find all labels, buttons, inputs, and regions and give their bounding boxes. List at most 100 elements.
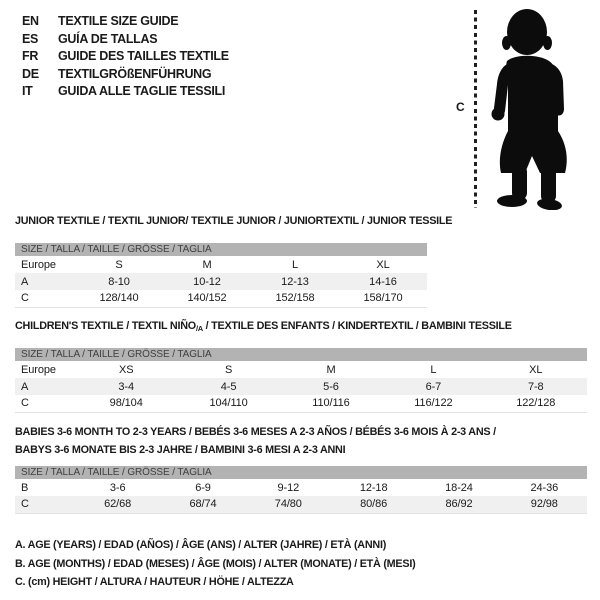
table-row: Europe S M L XL: [15, 256, 427, 273]
section-title-line: CHILDREN'S TEXTILE / TEXTIL NIÑO/A / TEX…: [15, 317, 587, 336]
table-cell: 14-16: [369, 275, 397, 288]
table-cell: 74/80: [274, 498, 302, 511]
language-header: EN TEXTILE SIZE GUIDE ES GUÍA DE TALLAS FR GU…: [22, 13, 229, 101]
table-cell: 12-13: [281, 275, 309, 288]
title-text: JUNIOR TEXTILE / TEXTIL JUNIOR/ TEXTILE …: [15, 215, 453, 227]
table-cell: 6-7: [425, 380, 442, 393]
table-cell: XL: [376, 258, 390, 271]
height-measure-dashed-line: [474, 10, 477, 208]
row-label: A: [21, 380, 29, 393]
title-subscript: /A: [195, 324, 203, 333]
table-cell: 5-6: [323, 380, 339, 393]
table-cell: 116/122: [414, 397, 453, 410]
row-label: C: [21, 292, 29, 305]
table-cell: 10-12: [193, 275, 221, 288]
table-cell: M: [202, 258, 212, 271]
table-cell: 98/104: [109, 397, 143, 410]
toddler-silhouette-image: [491, 9, 567, 210]
language-title: TEXTILGRÖßENFÜHRUNG: [58, 66, 212, 81]
table-cell: 86/92: [445, 498, 473, 511]
table-row: A 8-10 10-12 12-13 14-16: [15, 273, 427, 290]
table-cell: L: [291, 258, 299, 271]
table-cell: XL: [529, 363, 543, 376]
language-row-en: EN TEXTILE SIZE GUIDE: [22, 13, 229, 31]
table-cell: 80/86: [360, 498, 388, 511]
section-babies-textile: BABIES 3-6 MONTH TO 2-3 YEARS / BEBÉS 3-…: [15, 423, 587, 514]
title-text: BABIES 3-6 MONTH TO 2-3 YEARS / BEBÉS 3-…: [15, 426, 496, 438]
row-label: Europe: [21, 363, 56, 376]
section-title-junior: JUNIOR TEXTILE / TEXTIL JUNIOR/ TEXTILE …: [15, 212, 452, 230]
table-cell: 18-24: [445, 481, 473, 494]
title-text: CHILDREN'S TEXTILE / TEXTIL NIÑO: [15, 320, 196, 332]
language-title: TEXTILE SIZE GUIDE: [58, 14, 179, 28]
table-cell: S: [224, 363, 233, 376]
table-row: C 128/140 140/152 152/158 158/170: [15, 290, 427, 307]
section-title-children: CHILDREN'S TEXTILE / TEXTIL NIÑO/A / TEX…: [15, 317, 587, 336]
language-title: GUÍA DE TALLAS: [58, 31, 158, 46]
language-title: GUIDE DES TAILLES TEXTILE: [58, 49, 229, 64]
table-cell: 68/74: [189, 498, 217, 511]
table-cell: 128/140: [99, 292, 139, 305]
table-cell: 152/158: [275, 292, 315, 305]
table-cell: 7-8: [527, 380, 544, 393]
size-table-babies: B 3-6 6-9 9-12 12-18 18-24 24-36 C 62/68 68/74 74/…: [15, 479, 587, 514]
row-label: A: [21, 275, 29, 288]
row-label: C: [21, 397, 29, 410]
language-row-it: IT GUIDA ALLE TAGLIE TESSILI: [22, 83, 229, 101]
language-code: IT: [22, 84, 33, 99]
language-code: DE: [22, 66, 39, 81]
language-code: ES: [22, 31, 39, 46]
table-row: C 62/68 68/74 74/80 80/86 86/92 92/98: [15, 496, 587, 513]
table-cell: 12-18: [359, 481, 388, 494]
table-cell: 62/68: [104, 498, 132, 511]
toddler-head: [507, 9, 547, 55]
footnote-line: A. AGE (YEARS) / EDAD (AÑOS) / ÂGE (ANS)…: [15, 539, 387, 551]
footnote-line: C. (cm) HEIGHT / ALTURA / HAUTEUR / HÖHE…: [15, 576, 294, 589]
table-row: Europe XS S M L XL: [15, 361, 587, 378]
table-cell: 140/152: [187, 292, 227, 305]
table-row: C 98/104 104/110 110/116 116/122 122/128: [15, 395, 587, 412]
language-code: FR: [22, 49, 39, 64]
table-cell: 104/110: [209, 397, 248, 410]
table-cell: 6-9: [195, 481, 211, 494]
section-junior-textile: JUNIOR TEXTILE / TEXTIL JUNIOR/ TEXTILE …: [15, 212, 452, 308]
footnotes: A. AGE (YEARS) / EDAD (AÑOS) / ÂGE (ANS)…: [15, 536, 416, 592]
footnote-line: B. AGE (MONTHS) / EDAD (MESES) / ÂGE (MO…: [15, 557, 416, 570]
table-cell: 4-5: [220, 380, 237, 393]
section-title-babies: BABIES 3-6 MONTH TO 2-3 YEARS / BEBÉS 3-…: [15, 423, 587, 459]
language-row-es: ES GUÍA DE TALLAS: [22, 31, 229, 49]
table-cell: 158/170: [363, 292, 403, 305]
table-cell: 3-4: [118, 380, 134, 393]
table-row: B 3-6 6-9 9-12 12-18 18-24 24-36: [15, 479, 587, 496]
table-cell: S: [115, 258, 123, 271]
table-cell: 92/98: [530, 498, 558, 511]
section-title-line: BABYS 3-6 MONATE BIS 2-3 JAHRE / BAMBINI…: [15, 441, 587, 459]
section-title-line: JUNIOR TEXTILE / TEXTIL JUNIOR/ TEXTILE …: [15, 212, 452, 230]
table-cell: 122/128: [516, 397, 556, 410]
language-row-fr: FR GUIDE DES TAILLES TEXTILE: [22, 48, 229, 66]
section-title-line: BABIES 3-6 MONTH TO 2-3 YEARS / BEBÉS 3-…: [15, 423, 587, 441]
size-header-bar: SIZE / TALLA / TAILLE / GRÖSSE / TAGLIA: [15, 243, 427, 256]
size-header-bar: SIZE / TALLA / TAILLE / GRÖSSE / TAGLIA: [15, 348, 587, 361]
size-table-children: Europe XS S M L XL A 3-4 4-5 5-6 6-7 7-8 C 98/104 104/…: [15, 361, 587, 413]
language-row-de: DE TEXTILGRÖßENFÜHRUNG: [22, 66, 229, 84]
table-cell: M: [326, 363, 336, 376]
language-code: EN: [22, 14, 39, 28]
table-row: A 3-4 4-5 5-6 6-7 7-8: [15, 378, 587, 395]
height-measure-label: C: [456, 100, 465, 114]
row-label: Europe: [21, 258, 56, 271]
table-cell: 110/116: [312, 397, 350, 410]
size-table-junior: Europe S M L XL A 8-10 10-12 12-13 14-16 C 128/140 1…: [15, 256, 427, 308]
table-cell: 8-10: [108, 275, 130, 288]
table-cell: XS: [118, 363, 134, 376]
section-childrens-textile: CHILDREN'S TEXTILE / TEXTIL NIÑO/A / TEX…: [15, 317, 587, 413]
table-cell: 24-36: [530, 481, 559, 494]
table-cell: 9-12: [277, 481, 300, 494]
row-label: B: [21, 481, 29, 494]
table-cell: L: [430, 363, 437, 376]
title-text: BABYS 3-6 MONATE BIS 2-3 JAHRE / BAMBINI…: [15, 444, 346, 456]
table-cell: 3-6: [109, 481, 126, 494]
title-text: / TEXTILE DES ENFANTS / KINDERTEXTIL / B…: [202, 320, 512, 332]
size-header-bar: SIZE / TALLA / TAILLE / GRÖSSE / TAGLIA: [15, 466, 587, 479]
language-title: GUIDA ALLE TAGLIE TESSILI: [58, 84, 226, 99]
